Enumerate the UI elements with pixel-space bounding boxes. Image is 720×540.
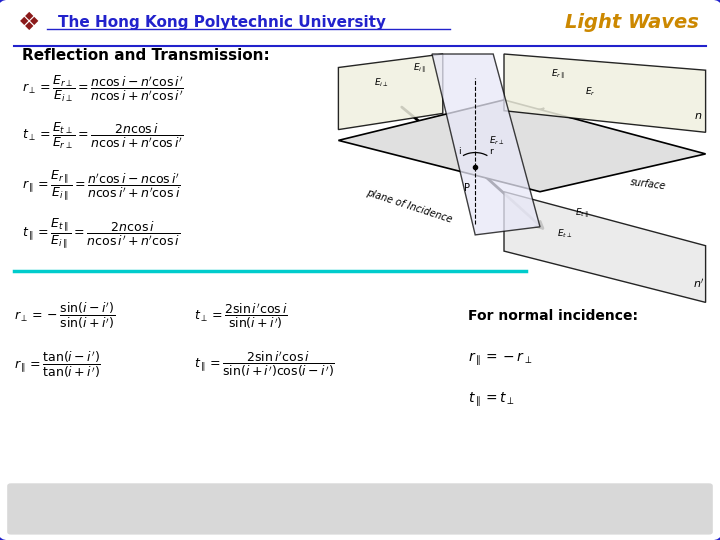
Text: $E_{i\parallel}$: $E_{i\parallel}$	[413, 62, 426, 75]
Text: plane of Incidence: plane of Incidence	[365, 188, 453, 225]
Text: $E_{t\parallel}$: $E_{t\parallel}$	[575, 207, 589, 220]
Text: $t_{\parallel} = t_{\perp}$: $t_{\parallel} = t_{\perp}$	[468, 390, 515, 409]
Text: $r_{\perp} = -\dfrac{\sin(i-i^{\prime})}{\sin(i+i^{\prime})}$: $r_{\perp} = -\dfrac{\sin(i-i^{\prime})}…	[14, 300, 116, 332]
Text: $E_{i\perp}$: $E_{i\perp}$	[374, 76, 389, 89]
Text: r: r	[489, 146, 493, 156]
Text: $E_{t\perp}$: $E_{t\perp}$	[557, 227, 573, 240]
Text: 8: 8	[691, 501, 700, 514]
Text: Reflection and Transmission:: Reflection and Transmission:	[22, 48, 269, 63]
Text: i: i	[458, 146, 461, 156]
Polygon shape	[338, 54, 443, 130]
Text: ❖: ❖	[17, 11, 40, 35]
Text: $r_{\parallel} = -r_{\perp}$: $r_{\parallel} = -r_{\perp}$	[468, 350, 533, 368]
Text: $r_{\perp} = \dfrac{E_{r\perp}}{E_{i\perp}} = \dfrac{n\cos i - n^{\prime}\cos i^: $r_{\perp} = \dfrac{E_{r\perp}}{E_{i\per…	[22, 74, 184, 104]
Text: For normal incidence:: For normal incidence:	[468, 309, 638, 323]
Text: $t_{\parallel} = \dfrac{E_{t\parallel}}{E_{i\parallel}} = \dfrac{2n\cos i}{n\cos: $t_{\parallel} = \dfrac{E_{t\parallel}}{…	[22, 217, 180, 250]
Text: $E_{r\perp}$: $E_{r\perp}$	[489, 134, 505, 146]
Text: $r_{\parallel} = \dfrac{\tan(i-i^{\prime})}{\tan(i+i^{\prime})}$: $r_{\parallel} = \dfrac{\tan(i-i^{\prime…	[14, 349, 102, 380]
Text: $n'$: $n'$	[693, 276, 704, 289]
Polygon shape	[504, 192, 706, 302]
Text: Optics II----by Dr.H.Huang, Department of Applied Physics: Optics II----by Dr.H.Huang, Department o…	[171, 503, 492, 512]
Text: $t_{\perp} = \dfrac{E_{t\perp}}{E_{r\perp}} = \dfrac{2n\cos i}{n\cos i + n^{\pri: $t_{\perp} = \dfrac{E_{t\perp}}{E_{r\per…	[22, 121, 183, 151]
Text: $E_{r\parallel}$: $E_{r\parallel}$	[551, 68, 565, 81]
Text: The Hong Kong Polytechnic University: The Hong Kong Polytechnic University	[58, 15, 386, 30]
Text: Light Waves: Light Waves	[564, 13, 698, 32]
Text: surface: surface	[629, 178, 667, 192]
Polygon shape	[432, 54, 540, 235]
Text: $r_{\parallel} = \dfrac{E_{r\parallel}}{E_{i\parallel}} = \dfrac{n^{\prime}\cos : $r_{\parallel} = \dfrac{E_{r\parallel}}{…	[22, 168, 180, 201]
Text: P: P	[464, 183, 469, 193]
Polygon shape	[338, 100, 706, 192]
Text: $E_r$: $E_r$	[585, 85, 595, 98]
Text: $t_{\parallel} = \dfrac{2\sin i^{\prime}\cos i}{\sin(i+i^{\prime})\cos(i-i^{\pri: $t_{\parallel} = \dfrac{2\sin i^{\prime}…	[194, 349, 336, 380]
Text: $n$: $n$	[694, 111, 703, 121]
Polygon shape	[504, 54, 706, 132]
Text: $t_{\perp} = \dfrac{2\sin i^{\prime}\cos i}{\sin(i+i^{\prime})}$: $t_{\perp} = \dfrac{2\sin i^{\prime}\cos…	[194, 301, 288, 331]
